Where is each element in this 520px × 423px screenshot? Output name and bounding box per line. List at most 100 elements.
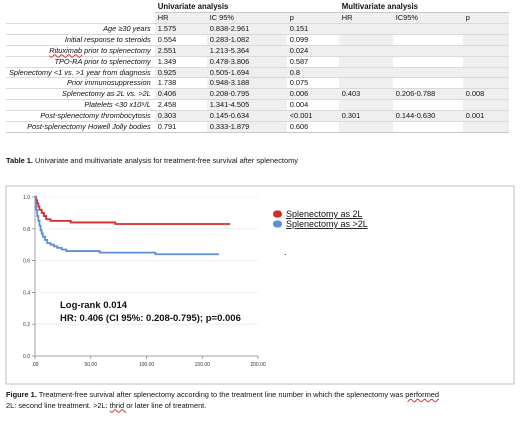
x-tick-label: 200.00: [250, 362, 266, 368]
y-axis-ticks: 0.0 0.2 0.4 0.6 0.8 1.0: [23, 195, 35, 360]
legend-stray-dot: .: [284, 247, 287, 257]
row-variable: Post-splenectomy Howell Jolly bodies: [6, 121, 155, 133]
table-body: Age ≥30 years 1.575 0.838-2.961 0.151 Initia…: [6, 22, 509, 133]
legend-swatch: [273, 220, 282, 228]
cell-u-p: 0.006: [286, 88, 339, 100]
cell-u-ci: 0.838-2.961: [206, 22, 287, 35]
survival-curve-2l: [35, 196, 231, 225]
row-variable: Splenectomy <1 vs. >1 year from diagnosi…: [6, 66, 155, 78]
figure-caption-text-2: 2L: second line treatment. >2L:: [6, 400, 110, 410]
chart-axes: [34, 195, 258, 357]
y-tick-label: 0.0: [23, 354, 30, 360]
x-tick-label: .00: [32, 362, 39, 368]
cell-m-hr: [338, 121, 393, 133]
figure-caption: Figure 1. Treatment-free survival after …: [6, 390, 516, 411]
cell-m-hr: [338, 55, 393, 68]
cell-u-ci: 0.333-1.879: [206, 121, 287, 133]
legend-label: Splenectomy as 2L: [286, 209, 363, 219]
cell-u-ci: 0.145-0.634: [206, 110, 287, 122]
multivariate-heading: Multivariate analysis: [341, 2, 419, 12]
survival-curves: [34, 196, 231, 256]
row-variable: Initial response to steroids: [6, 33, 155, 46]
cell-u-p: 0.587: [286, 55, 339, 68]
cell-m-ci: [392, 22, 463, 35]
cell-u-hr: 1.349: [154, 55, 207, 68]
col-header-u-ci: IC 95%: [206, 12, 287, 24]
cell-m-hr: [338, 44, 393, 57]
results-table: Univariate analysis Multivariate analysi…: [6, 2, 509, 133]
cell-m-p: [462, 121, 509, 133]
row-variable: Post-splenectomy thrombocytosis: [6, 110, 155, 122]
col-header-u-hr: HR: [154, 12, 207, 24]
table-row: Prior immunosuppression 1.738 0.948-3.188 0…: [6, 77, 509, 89]
cell-m-hr: 0.301: [338, 110, 393, 122]
cell-m-hr: [338, 66, 393, 78]
cell-m-ci: [392, 66, 463, 78]
cell-u-ci: 0.948-3.188: [206, 77, 287, 89]
table-row: Splenectomy as 2L vs. >2L 0.406 0.208-0.79…: [6, 88, 509, 100]
cell-m-p: [462, 77, 509, 89]
cell-u-hr: 1.575: [154, 22, 207, 35]
spellcheck-word: Rituximab: [49, 45, 83, 55]
cell-u-ci: 0.478-3.806: [206, 55, 287, 68]
row-variable: Platelets <30 x10⁹/L: [6, 99, 155, 111]
figure-caption-underlined-1: performed: [405, 390, 439, 399]
cell-u-p: 0.606: [286, 121, 339, 133]
table-row: Rituximab prior to splenectomy 2.551 1.213…: [6, 44, 509, 57]
cell-m-p: 0.001: [462, 110, 509, 122]
cell-m-ci: [392, 44, 463, 57]
table-caption-label: Table 1.: [6, 156, 33, 165]
y-tick-label: 1.0: [23, 195, 30, 201]
col-header-m-p: p: [462, 12, 509, 24]
table-caption-text: Univariate and multivariate analysis for…: [32, 156, 298, 165]
row-variable: Age ≥30 years: [6, 22, 155, 35]
cell-u-ci: 0.208-0.795: [206, 88, 287, 100]
cell-u-hr: 1.738: [154, 77, 207, 89]
row-variable: Prior immunosuppression: [6, 77, 155, 89]
cell-u-hr: 0.925: [154, 66, 207, 78]
cell-m-ci: [392, 33, 463, 46]
cell-u-hr: 0.303: [154, 110, 207, 122]
cell-u-p: 0.004: [286, 99, 339, 111]
legend-swatch: [273, 210, 282, 218]
cell-u-ci: 1.341-4.505: [206, 99, 287, 111]
cell-u-p: 0.075: [286, 77, 339, 89]
univariate-heading: Univariate analysis: [157, 2, 229, 12]
figure-caption-label: Figure 1.: [6, 390, 37, 399]
cell-u-hr: 0.554: [154, 33, 207, 46]
figure-caption-line-2: 2L: second line treatment. >2L: thrid or…: [6, 401, 516, 412]
cell-u-hr: 2.458: [154, 99, 207, 111]
kaplan-meier-chart: .00 50.00 100.00 150.00 200.00 0.00.20.40.60…: [5, 185, 515, 385]
cell-m-p: [462, 44, 509, 57]
cell-m-hr: 0.403: [338, 88, 393, 100]
table-row: Post-splenectomy thrombocytosis 0.303 0.14…: [6, 110, 509, 122]
cell-m-hr: [338, 99, 393, 111]
row-variable: TPO-RA prior to splenectomy: [6, 55, 155, 68]
chart-frame: [5, 185, 515, 385]
x-tick-label: 50.00: [84, 362, 97, 368]
x-axis-ticks: .00 50.00 100.00 150.00 200.00: [32, 356, 266, 368]
cell-m-hr: [338, 33, 393, 46]
cell-m-ci: [392, 77, 463, 89]
cell-u-ci: 0.283-1.082: [206, 33, 287, 46]
x-tick-label: 150.00: [195, 362, 211, 368]
group-header-row: Univariate analysis Multivariate analysi…: [6, 2, 509, 13]
cell-u-p: <0.001: [286, 110, 339, 122]
table-row: TPO-RA prior to splenectomy 1.349 0.478-3.…: [6, 55, 509, 68]
table-row: Age ≥30 years 1.575 0.838-2.961 0.151: [6, 22, 509, 35]
cell-m-p: 0.008: [462, 88, 509, 100]
table-caption: Table 1. Univariate and multivariate ana…: [6, 156, 298, 165]
cell-m-p: [462, 99, 509, 111]
figure-caption-underlined-2: thrid: [109, 400, 127, 410]
survival-curve-gt2l: [34, 196, 219, 256]
cell-m-p: [462, 66, 509, 78]
table-row: Platelets <30 x10⁹/L 2.458 1.341-4.505 0.00…: [6, 99, 509, 111]
y-tick-label: 0.8: [23, 227, 30, 233]
cell-m-ci: 0.206-0.788: [392, 88, 463, 100]
y-tick-label: 0.2: [23, 322, 30, 328]
cell-u-p: 0.099: [286, 33, 339, 46]
cell-u-ci: 0.505-1.694: [206, 66, 287, 78]
table-row: Initial response to steroids 0.554 0.283-1…: [6, 33, 509, 46]
logrank-annotation: Log-rank 0.014: [60, 300, 128, 311]
cell-u-hr: 2.551: [154, 44, 207, 57]
